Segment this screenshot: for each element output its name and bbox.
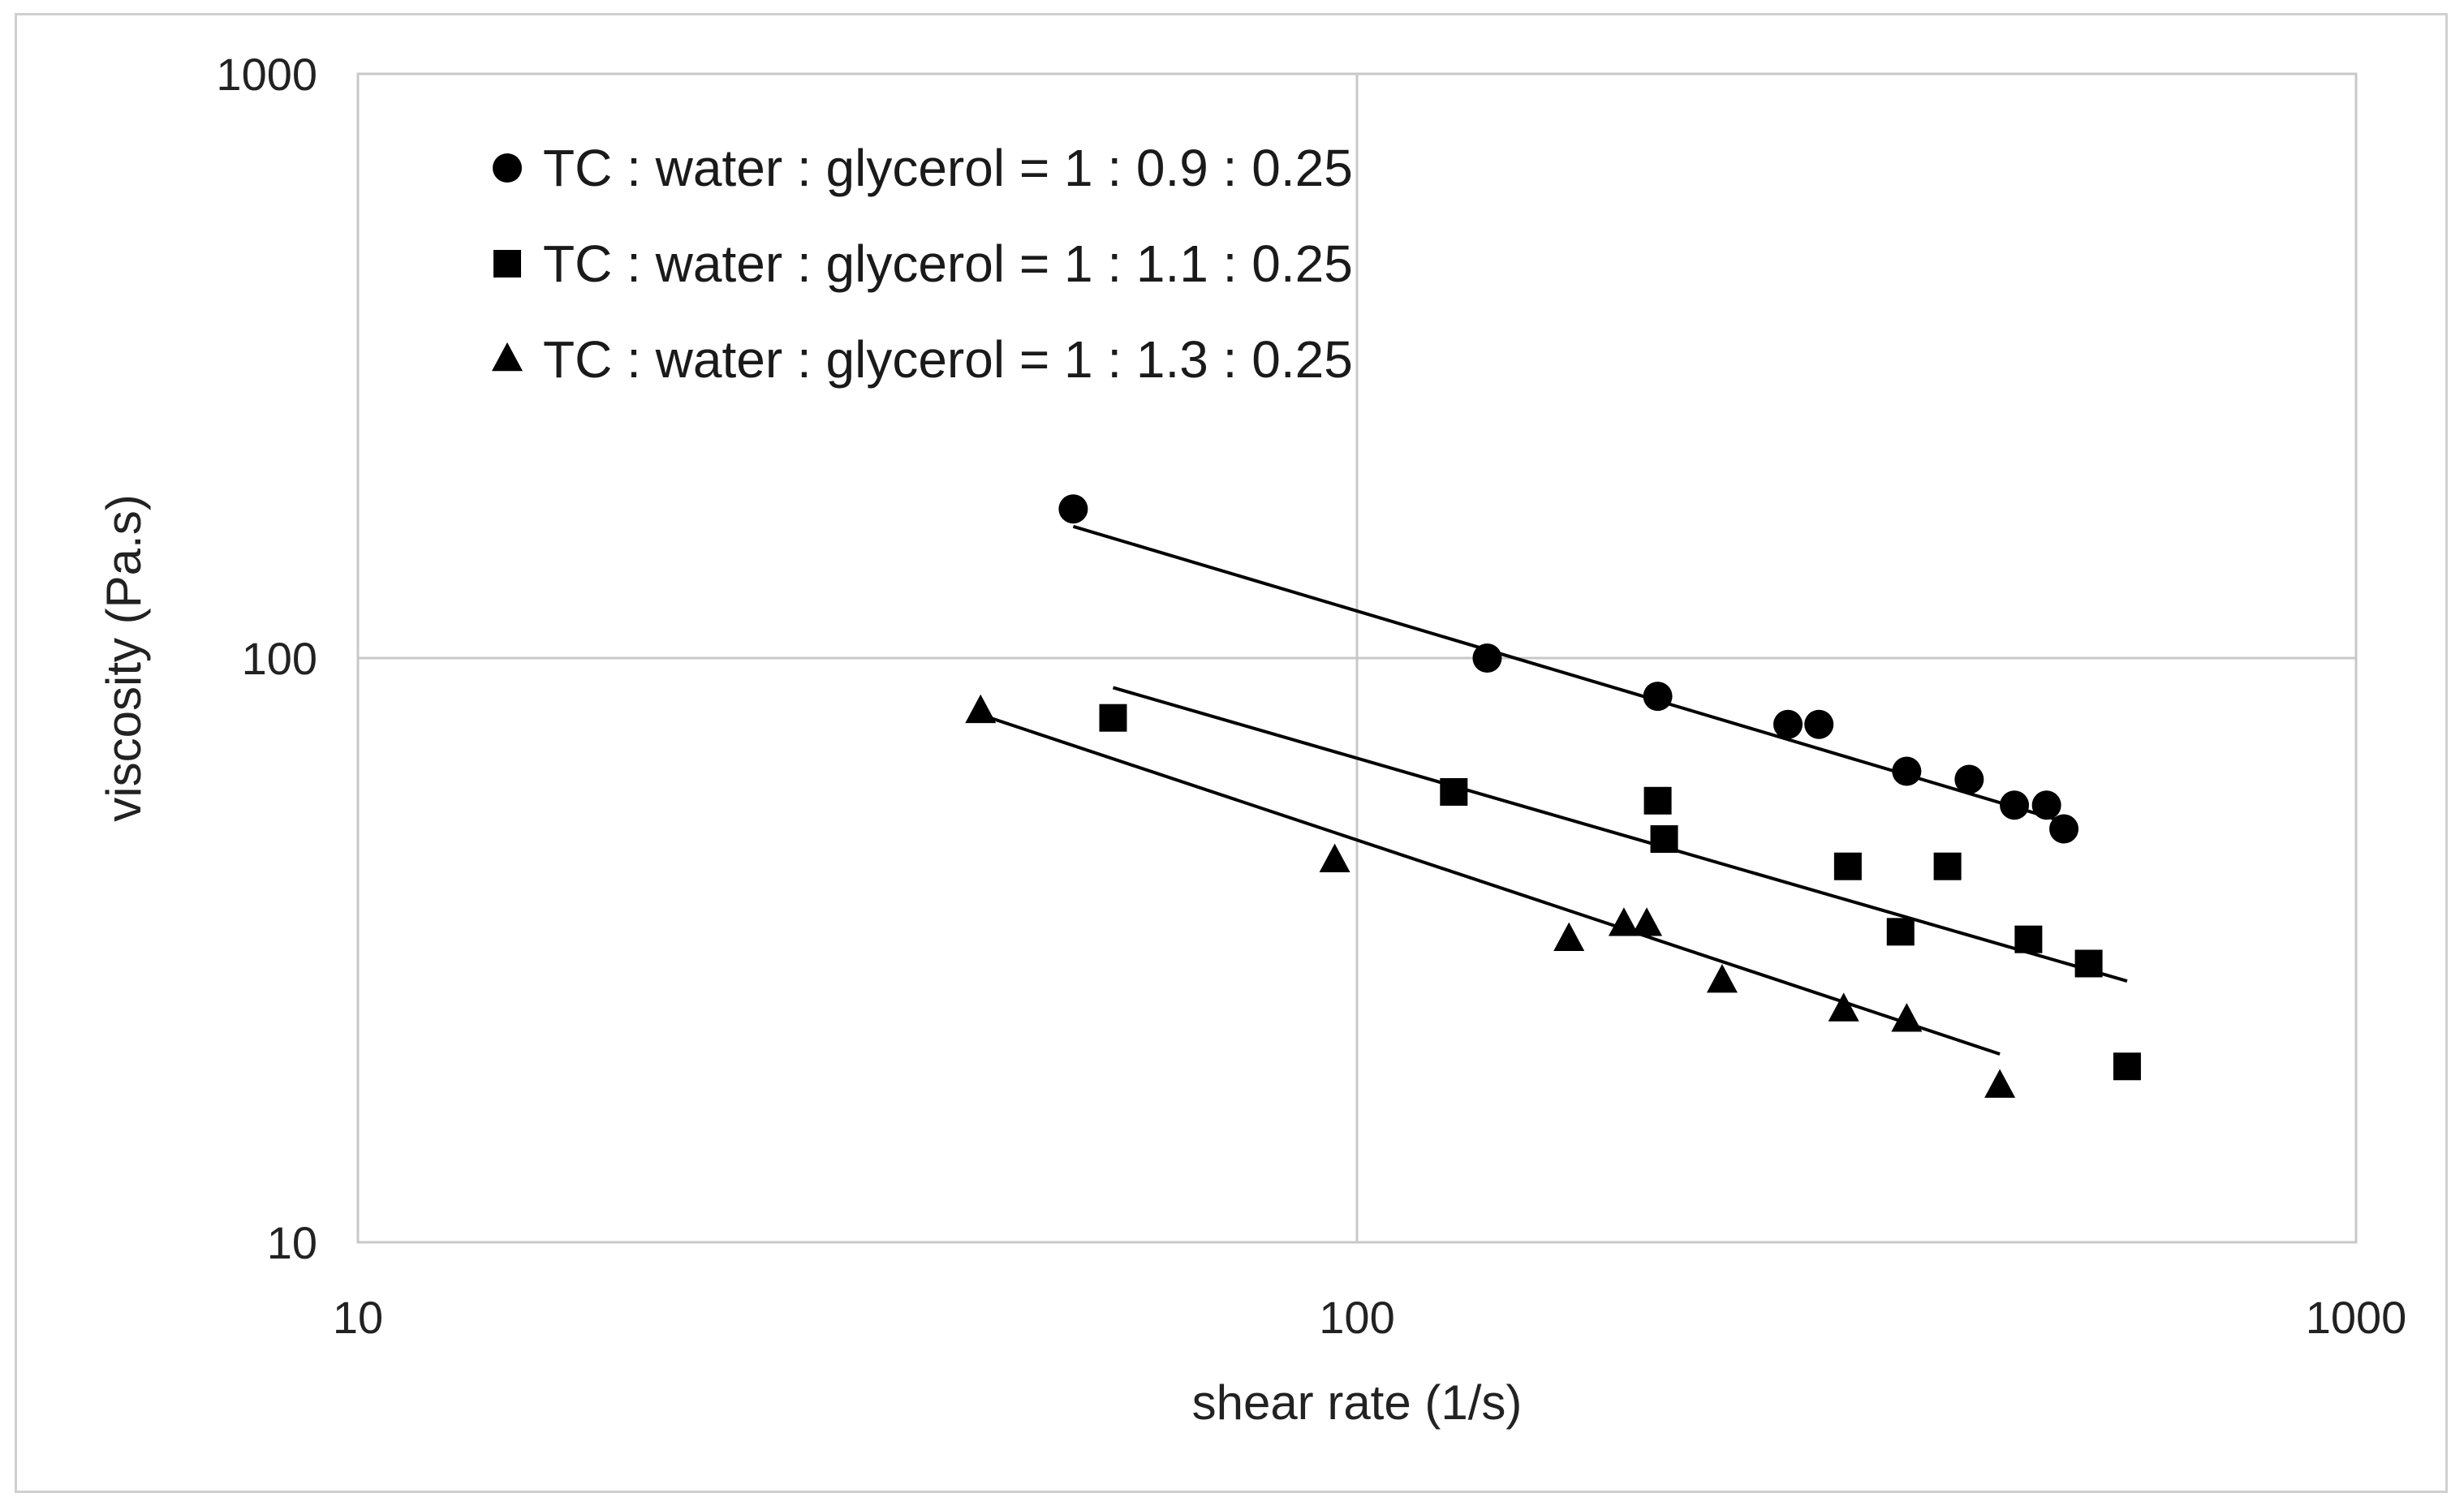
trendline-series-1 (1072, 524, 2057, 821)
data-markers (965, 494, 2141, 1098)
data-point-square-2 (1440, 777, 1468, 806)
data-point-triangle-3 (1319, 843, 1350, 872)
x-axis-title: shear rate (1/s) (1192, 1375, 1523, 1430)
trendlines (980, 524, 2128, 1056)
data-point-square-2 (1886, 918, 1915, 946)
tick-labels: 10 100 1000 10 100 1000 (216, 49, 2406, 1343)
gridlines (358, 74, 2356, 1242)
data-point-triangle-3 (1891, 1003, 1923, 1032)
data-point-square-2 (1933, 852, 1962, 880)
trendline-series-3 (980, 712, 2001, 1056)
data-point-circle-1 (2000, 790, 2030, 820)
y-tick-label: 10 (267, 1217, 317, 1268)
data-point-triangle-3 (1608, 907, 1639, 936)
chart-frame: 10 100 1000 10 100 1000 shear rate (1/s) visc… (15, 13, 2448, 1493)
plot-area-frame (356, 72, 2358, 1244)
data-point-circle-1 (1804, 709, 1834, 739)
x-tick-label: 10 (333, 1292, 383, 1343)
data-point-triangle-3 (965, 694, 997, 724)
y-tick-label: 1000 (216, 49, 317, 100)
legend-entry-label: TC : water : glycerol = 1 : 0.9 : 0.25 (543, 139, 1353, 197)
data-point-square-2 (2074, 949, 2103, 978)
data-point-triangle-3 (1631, 907, 1663, 936)
data-point-circle-1 (1643, 682, 1673, 712)
data-point-circle-1 (1058, 494, 1088, 524)
x-tick-label: 1000 (2306, 1292, 2407, 1343)
data-point-triangle-3 (1828, 992, 1859, 1022)
data-point-circle-1 (1954, 764, 1984, 794)
x-tick-label: 100 (1319, 1292, 1394, 1343)
legend-marker-triangle (492, 342, 523, 372)
data-point-circle-1 (2031, 790, 2061, 820)
data-point-square-2 (1650, 825, 1678, 854)
data-point-triangle-3 (1553, 922, 1585, 951)
legend-marker-square (493, 250, 521, 278)
legend: TC : water : glycerol = 1 : 0.9 : 0.25 TC… (492, 139, 1353, 389)
legend-entry-label: TC : water : glycerol = 1 : 1.1 : 0.25 (543, 235, 1353, 293)
data-point-circle-1 (1773, 709, 1803, 739)
y-axis-title: viscosity (Pa.s) (97, 494, 151, 821)
data-point-square-2 (1099, 704, 1127, 732)
trendline-series-2 (1112, 686, 2128, 983)
data-point-triangle-3 (1706, 963, 1738, 993)
legend-entry-label: TC : water : glycerol = 1 : 1.3 : 0.25 (543, 330, 1353, 389)
legend-marker-circle (493, 153, 522, 183)
data-point-square-2 (1833, 852, 1862, 880)
viscosity-shear-rate-chart: 10 100 1000 10 100 1000 shear rate (1/s) visc… (97, 49, 2406, 1430)
data-point-square-2 (1643, 786, 1672, 815)
data-point-triangle-3 (1984, 1069, 2016, 1098)
y-tick-label: 100 (242, 633, 317, 684)
data-point-circle-1 (1472, 643, 1502, 673)
data-point-square-2 (2113, 1052, 2141, 1081)
data-point-circle-1 (2049, 814, 2079, 844)
data-point-square-2 (2014, 925, 2043, 953)
data-point-circle-1 (1892, 756, 1922, 786)
